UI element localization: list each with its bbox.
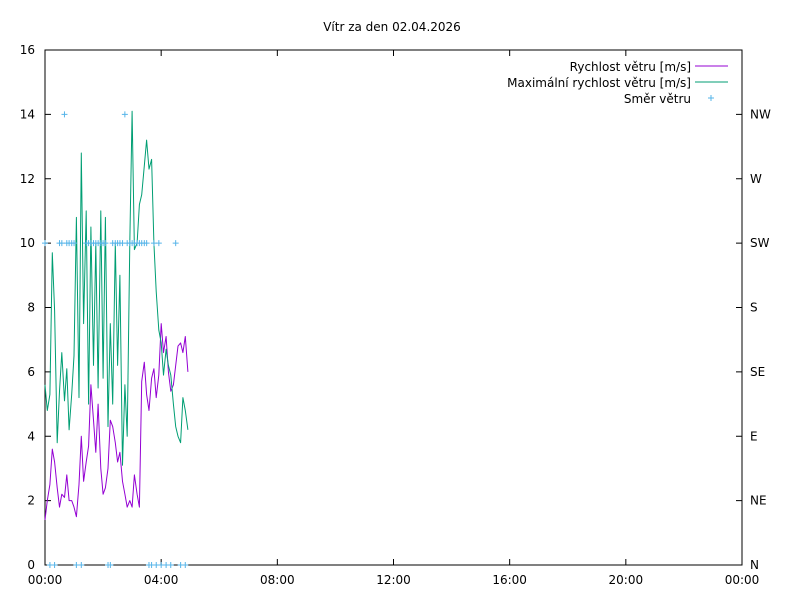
legend-swatch-direction: [708, 95, 714, 101]
series-line-0: [44, 323, 189, 520]
direction-point: [121, 111, 128, 118]
y-tick-label-right-5: SW: [750, 236, 770, 250]
direction-point: [155, 240, 162, 247]
y-tick-label-left-2: 4: [27, 429, 35, 443]
chart-title: Vítr za den 02.04.2026: [323, 20, 461, 34]
direction-point: [42, 240, 48, 247]
direction-point: [172, 240, 179, 247]
legend-label-speed: Rychlost větru [m/s]: [570, 60, 691, 74]
y-tick-label-left-7: 14: [20, 107, 35, 121]
y-tick-label-left-0: 0: [27, 558, 35, 572]
y-tick-label-left-1: 2: [27, 494, 35, 508]
y-tick-label-right-4: S: [750, 301, 758, 315]
y-tick-label-right-3: SE: [750, 365, 765, 379]
x-tick-label-6: 00:00: [725, 573, 760, 587]
direction-point: [182, 562, 189, 568]
x-tick-label-3: 12:00: [376, 573, 411, 587]
x-tick-label-1: 04:00: [144, 573, 179, 587]
direction-point: [71, 240, 78, 247]
direction-point: [167, 562, 174, 568]
y-tick-label-left-6: 12: [20, 172, 35, 186]
legend-label-gust: Maximální rychlost větru [m/s]: [507, 76, 691, 90]
direction-point: [107, 562, 114, 568]
x-tick-label-5: 20:00: [609, 573, 644, 587]
legend-label-direction: Směr větru: [624, 92, 691, 106]
y-tick-label-right-7: NW: [750, 107, 771, 121]
y-tick-label-left-4: 8: [27, 301, 35, 315]
x-tick-label-2: 08:00: [260, 573, 295, 587]
x-tick-label-0: 00:00: [28, 573, 63, 587]
legend: Rychlost větru [m/s] Maximální rychlost …: [507, 60, 728, 106]
direction-point: [102, 240, 109, 247]
direction-point: [78, 562, 85, 568]
y-tick-label-right-0: N: [750, 558, 759, 572]
y-tick-label-left-5: 10: [20, 236, 35, 250]
y-tick-label-right-1: NE: [750, 494, 767, 508]
y-axis-right: N NE E SE S SW W NW: [736, 107, 771, 572]
y-tick-label-left-3: 6: [27, 365, 35, 379]
direction-point: [143, 240, 150, 247]
x-axis: 00:00 04:00 08:00 12:00 16:00 20:00 00:00: [28, 50, 760, 587]
direction-point: [61, 111, 68, 118]
x-tick-label-4: 16:00: [492, 573, 527, 587]
y-tick-label-left-8: 16: [20, 43, 35, 57]
direction-point: [51, 562, 58, 568]
series-layer: [42, 110, 189, 568]
y-tick-label-right-6: W: [750, 172, 762, 186]
y-tick-label-right-2: E: [750, 429, 758, 443]
series-line-1: [44, 110, 189, 466]
